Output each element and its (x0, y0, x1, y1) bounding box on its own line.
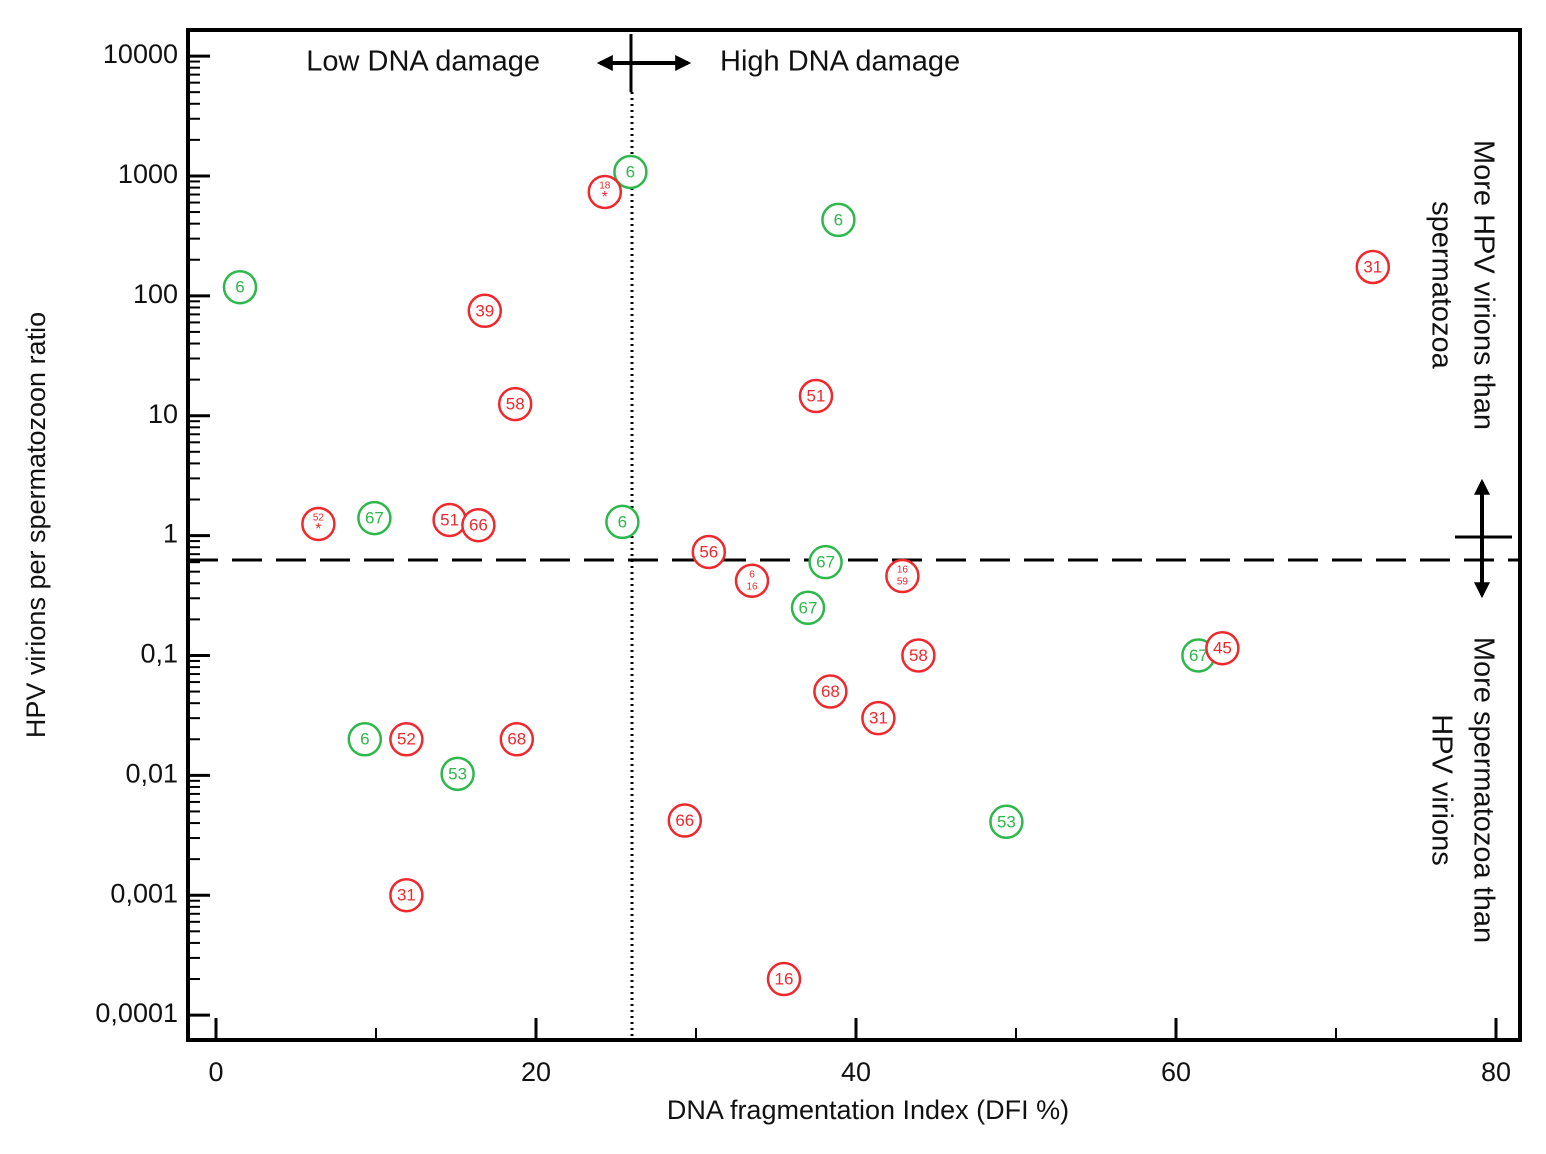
plot-frame (186, 28, 1522, 1042)
point-label: 66 (675, 811, 694, 830)
point (613, 154, 648, 190)
point (497, 386, 533, 422)
point (821, 202, 856, 238)
point (885, 558, 920, 594)
point (1355, 249, 1391, 285)
point (389, 722, 424, 757)
point (347, 722, 383, 757)
y-tick-label: 0,0001 (95, 998, 178, 1028)
point-label: 6 (749, 569, 755, 580)
point-label: 6 (235, 278, 244, 297)
point (389, 877, 424, 913)
point-label: 16 (746, 581, 758, 592)
point-label: 31 (869, 709, 888, 728)
point (790, 590, 826, 626)
annotation: spermatozoa (1425, 201, 1457, 370)
point-label: 58 (506, 395, 525, 414)
annotation: More HPV virions than (1467, 140, 1499, 430)
point-label: 6 (626, 162, 635, 181)
point-label: 45 (1213, 639, 1232, 658)
point-label: 52 (313, 513, 325, 524)
point (467, 293, 503, 329)
point-label: 56 (699, 542, 718, 561)
point (901, 638, 936, 673)
point-label: 68 (821, 682, 840, 701)
x-tick-label: 60 (1161, 1057, 1191, 1087)
point-label: 67 (816, 553, 835, 572)
point-label: 51 (807, 386, 826, 405)
point-label: 39 (475, 301, 494, 320)
y-tick-label: 10000 (103, 39, 178, 69)
x-axis-label: DNA fragmentation Index (DFI %) (667, 1095, 1069, 1125)
point (667, 803, 703, 838)
point-label: 6 (360, 730, 369, 749)
y-axis-label: HPV virions per spermatozoon ratio (21, 312, 51, 738)
point-label: * (602, 189, 608, 206)
point-label: 59 (897, 577, 909, 588)
point (813, 674, 848, 709)
point (798, 378, 834, 414)
point-label: 53 (997, 812, 1016, 831)
x-tick-label: 20 (521, 1057, 551, 1087)
point-label: 6 (618, 512, 627, 531)
point-label: 68 (507, 730, 526, 749)
y-tick-label: 0,01 (125, 758, 178, 788)
point (357, 500, 392, 536)
point (605, 504, 640, 540)
annotation: High DNA damage (720, 46, 960, 78)
point (861, 700, 896, 736)
annotation: HPV virions (1425, 714, 1457, 866)
y-tick-label: 0,1 (140, 639, 178, 669)
point-label: 52 (397, 730, 416, 749)
point-label: 67 (365, 509, 384, 528)
y-tick-label: 0,001 (110, 878, 178, 908)
point (461, 507, 496, 543)
x-tick-label: 0 (208, 1057, 223, 1087)
point (499, 722, 535, 757)
point-label: 18 (599, 181, 611, 192)
point (1205, 630, 1240, 666)
annotation: More spermatozoa than (1467, 637, 1499, 943)
y-tick-label: 10 (148, 399, 178, 429)
x-tick-label: 40 (841, 1057, 871, 1087)
point (440, 756, 475, 792)
y-tick-label: 100 (133, 279, 178, 309)
point-label: 67 (1189, 646, 1208, 665)
point (691, 534, 727, 570)
point (222, 269, 258, 305)
x-tick-label: 80 (1481, 1057, 1511, 1087)
point-label: 31 (1363, 257, 1382, 276)
point-label: 16 (775, 970, 794, 989)
point-label: 66 (469, 516, 488, 535)
point (766, 961, 802, 997)
point-label: 31 (397, 886, 416, 905)
annotation: Low DNA damage (306, 46, 540, 78)
point-label: 51 (440, 510, 459, 529)
point (808, 544, 843, 580)
point-label: * (315, 521, 321, 538)
point-label: 58 (909, 646, 928, 665)
point (734, 563, 770, 599)
point (587, 174, 623, 210)
point-label: 6 (834, 210, 843, 229)
point (301, 506, 336, 542)
point (989, 804, 1024, 840)
point-label: 16 (897, 565, 909, 576)
point-label: 67 (799, 598, 818, 617)
point-label: 53 (448, 764, 467, 783)
y-tick-label: 1000 (118, 159, 178, 189)
y-tick-label: 1 (163, 519, 178, 549)
